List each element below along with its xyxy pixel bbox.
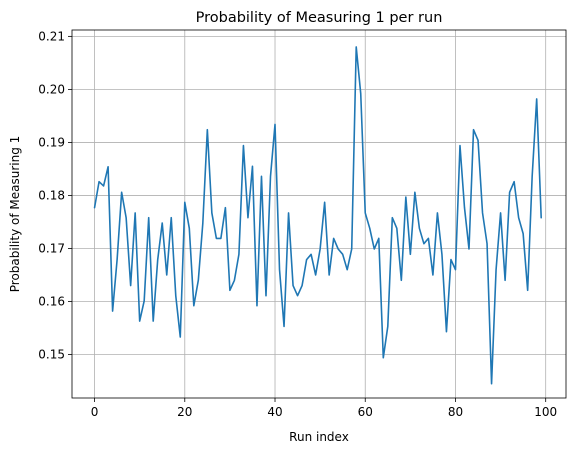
- x-tick-label: 60: [358, 405, 373, 419]
- grid: [72, 30, 566, 398]
- y-axis-label: Probability of Measuring 1: [8, 136, 22, 293]
- y-tick-label: 0.17: [38, 241, 65, 255]
- x-tick-label: 20: [177, 405, 192, 419]
- y-tick-label: 0.15: [38, 348, 65, 362]
- chart-title: Probability of Measuring 1 per run: [196, 10, 443, 26]
- plot-frame: [71, 29, 567, 399]
- x-tick-label: 100: [534, 405, 557, 419]
- x-tick-label: 80: [448, 405, 463, 419]
- y-tick-label: 0.18: [38, 188, 65, 202]
- y-tick-label: 0.20: [38, 82, 65, 96]
- x-axis-label: Run index: [289, 430, 349, 444]
- ticks: 0 20 40 60 80 100 0.15 0.16 0.17 0.18 0.19 0.20 0.21: [38, 29, 557, 419]
- x-tick-label: 40: [267, 405, 282, 419]
- y-tick-label: 0.21: [38, 29, 65, 43]
- y-tick-label: 0.16: [38, 294, 65, 308]
- series-line: [93, 46, 542, 385]
- x-tick-label: 0: [91, 405, 99, 419]
- series-layer: [93, 46, 542, 385]
- y-tick-label: 0.19: [38, 135, 65, 149]
